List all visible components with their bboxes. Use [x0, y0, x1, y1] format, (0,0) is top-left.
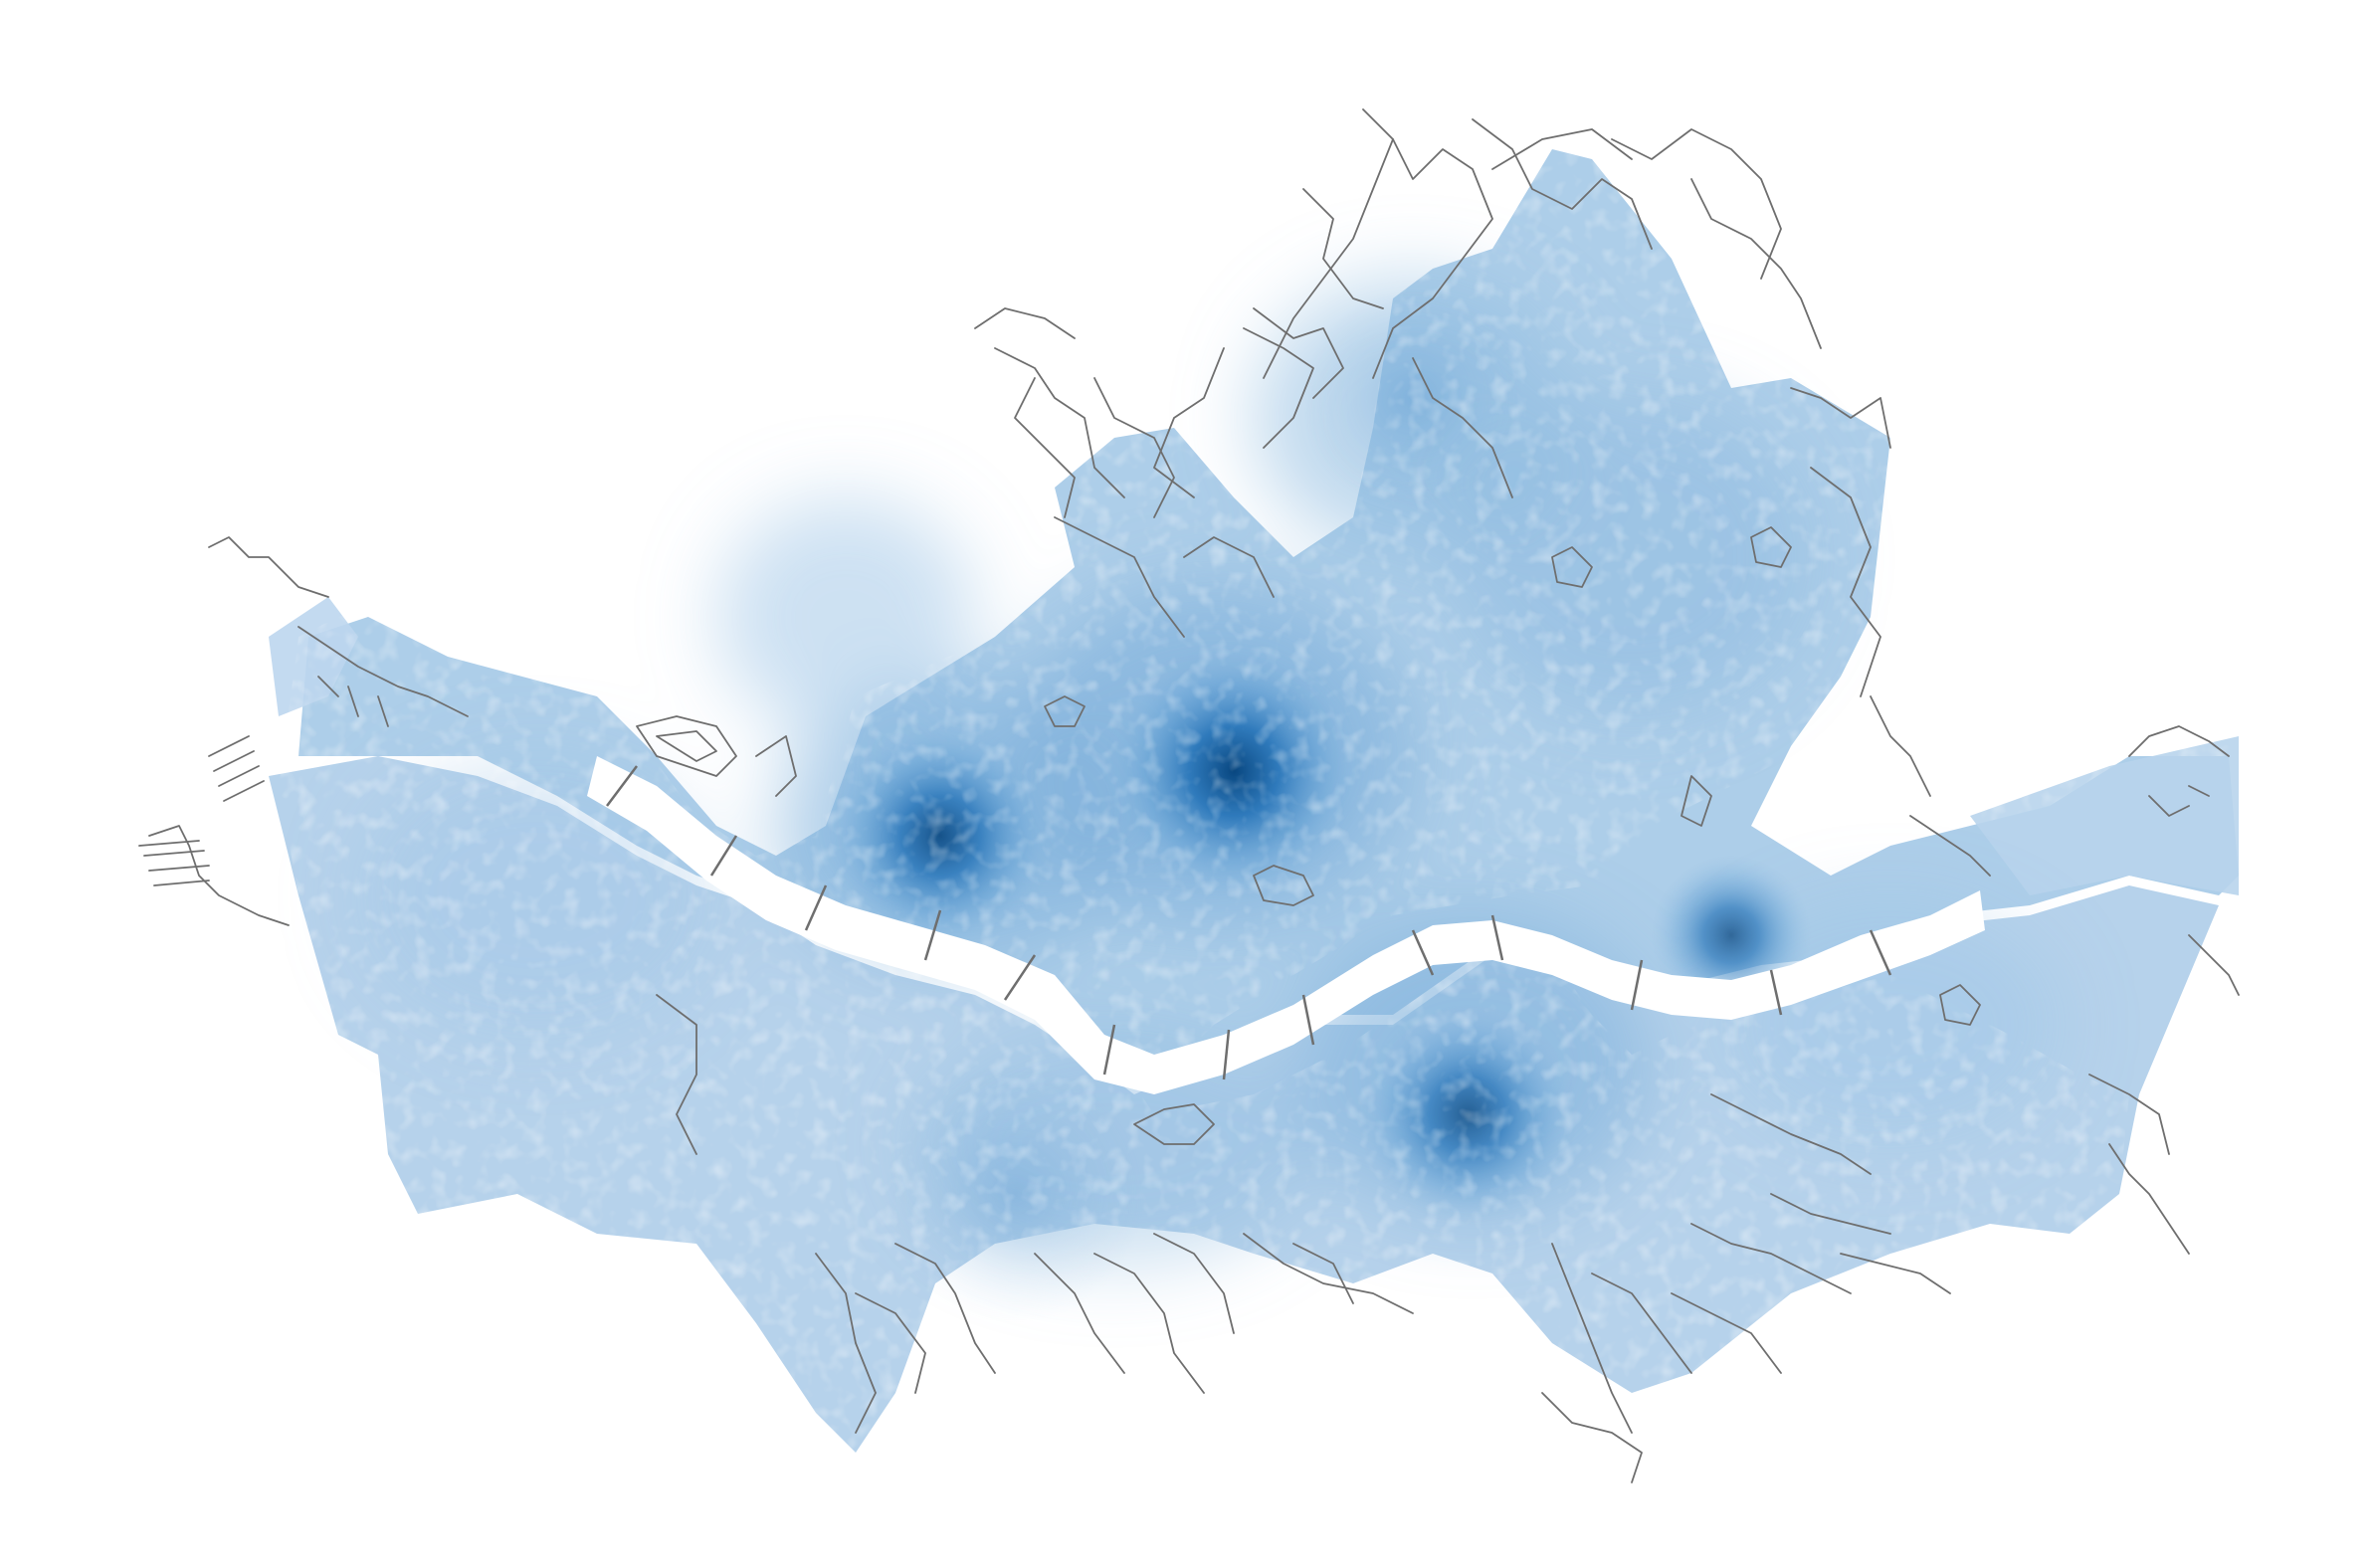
- road-network: [138, 108, 2240, 1483]
- river: [587, 756, 1985, 1094]
- bridges: [606, 765, 1892, 1080]
